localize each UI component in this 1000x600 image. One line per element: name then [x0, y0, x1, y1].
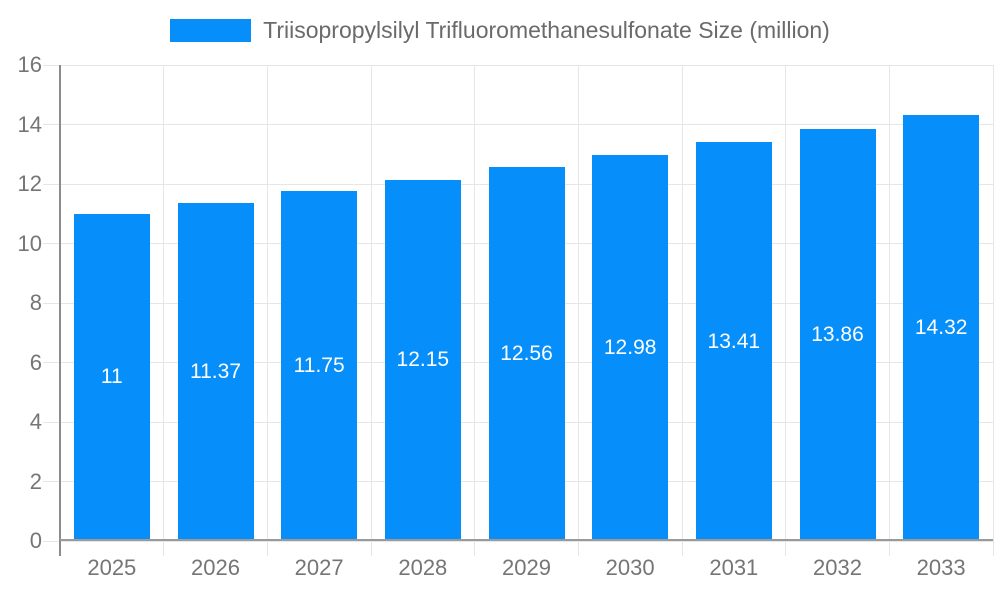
gridline-vertical — [785, 65, 787, 541]
x-axis-tick — [681, 541, 683, 556]
x-tick-label: 2027 — [294, 555, 344, 580]
y-tick-label: 16 — [17, 52, 42, 77]
gridline-horizontal — [43, 124, 993, 125]
bar-value-label: 11.37 — [190, 359, 241, 383]
bar-2031[interactable]: 13.41 — [695, 142, 772, 541]
legend[interactable]: Triisopropylsilyl Trifluoromethanesulfon… — [0, 16, 1000, 44]
y-tick-label: 14 — [17, 111, 42, 137]
x-axis-line — [60, 539, 993, 541]
gridline-vertical — [266, 65, 268, 541]
gridline-vertical — [888, 65, 890, 541]
y-tick-label: 8 — [29, 290, 42, 315]
gridline-vertical — [370, 65, 372, 541]
x-tick-label: 2031 — [709, 555, 759, 580]
bar-2028[interactable]: 12.15 — [384, 179, 461, 541]
x-axis-tick — [474, 541, 476, 556]
bar-value-label: 12.56 — [500, 342, 553, 366]
bar-value-label: 11.75 — [293, 354, 345, 378]
bar-2033[interactable]: 14.32 — [903, 114, 980, 541]
x-axis-tick — [370, 541, 372, 556]
y-tick-label: 4 — [29, 409, 42, 434]
y-tick-label: 6 — [29, 349, 42, 375]
bar-2032[interactable]: 13.86 — [799, 128, 876, 541]
bar-2026[interactable]: 11.37 — [177, 202, 254, 541]
x-tick-label: 2028 — [398, 555, 448, 580]
bar-value-label: 13.86 — [811, 322, 864, 346]
gridline-horizontal — [43, 540, 993, 542]
y-tick-label: 2 — [29, 468, 42, 494]
bar-2029[interactable]: 12.56 — [488, 167, 565, 541]
y-axis-line — [59, 65, 61, 556]
bar-value-label: 14.32 — [914, 315, 968, 339]
x-tick-label: 2029 — [502, 555, 551, 580]
x-axis-tick — [577, 541, 579, 556]
x-axis-tick — [992, 541, 994, 556]
x-axis-tick — [266, 541, 268, 556]
x-axis-tick — [163, 541, 165, 556]
bar-value-label: 11 — [100, 365, 123, 389]
y-tick-label: 0 — [29, 528, 42, 553]
x-tick-label: 2026 — [191, 555, 240, 580]
bar-value-label: 12.98 — [603, 335, 657, 359]
chart-title: Triisopropylsilyl Trifluoromethanesulfon… — [263, 17, 830, 43]
bar-2025[interactable]: 11 — [73, 213, 150, 541]
plot-area: 11 11.37 11.75 12.15 12.56 12.98 13.41 13.86 14.… — [43, 64, 994, 556]
gridline-vertical — [474, 65, 476, 541]
x-tick-label: 2033 — [916, 555, 966, 580]
y-tick-label: 10 — [17, 230, 42, 256]
y-tick-label: 12 — [17, 171, 42, 196]
x-tick-label: 2032 — [813, 555, 862, 580]
gridline-vertical — [577, 65, 579, 541]
gridline-vertical — [163, 65, 165, 541]
bar-value-label: 13.41 — [707, 329, 761, 353]
x-axis-tick — [785, 541, 787, 556]
gridline-horizontal — [43, 64, 993, 66]
legend-swatch — [170, 18, 252, 42]
x-tick-label: 2030 — [605, 555, 655, 580]
gridline-vertical — [992, 65, 994, 541]
x-axis-tick — [888, 541, 890, 556]
x-tick-label: 2025 — [87, 555, 137, 580]
bar-2027[interactable]: 11.75 — [281, 191, 358, 541]
gridline-vertical — [681, 65, 683, 541]
bar-value-label: 12.15 — [396, 348, 450, 372]
bar-2030[interactable]: 12.98 — [592, 154, 669, 541]
